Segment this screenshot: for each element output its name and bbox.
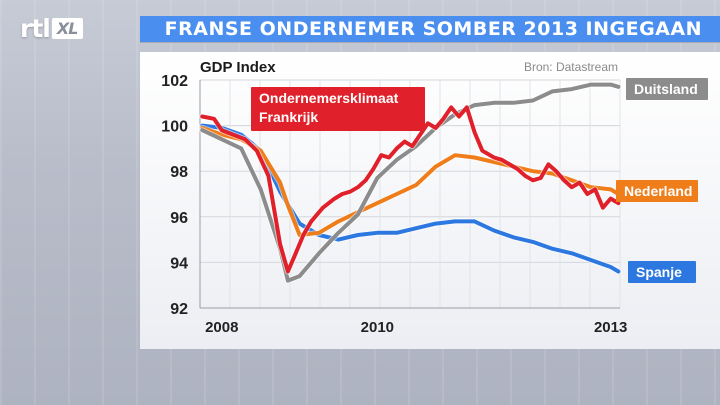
- series-labels: Duitsland Nederland Spanje Ondernemersklima…: [251, 78, 708, 283]
- series-label-nederland: Nederland: [616, 180, 698, 202]
- series-label-ondernemersklimaat-frankrijk: Ondernemersklimaat Frankrijk: [251, 87, 425, 131]
- y-tick-label: 102: [161, 73, 188, 90]
- series-label-box: [251, 87, 425, 131]
- logo-rtl-text: rtl: [20, 14, 51, 43]
- y-tick-label: 96: [170, 210, 188, 227]
- x-axis: 2008 2010 2013: [205, 319, 627, 336]
- y-tick-label: 100: [161, 119, 188, 136]
- title-bar: FRANSE ONDERNEMER SOMBER 2013 INGEGAAN: [140, 16, 720, 42]
- y-axis: 92 94 96 98 100 102: [161, 73, 188, 318]
- logo-xl-badge: XL: [51, 18, 84, 39]
- series-label-box: [616, 180, 698, 202]
- page-title: FRANSE ONDERNEMER SOMBER 2013 INGEGAAN: [164, 18, 702, 40]
- series-label-text: Spanje: [636, 264, 682, 280]
- series-label-text: Ondernemersklimaat: [259, 90, 399, 106]
- y-tick-label: 98: [170, 164, 188, 181]
- chart-title: GDP Index: [200, 59, 276, 76]
- y-tick-label: 92: [170, 301, 188, 318]
- series-label-text: Duitsland: [634, 81, 698, 97]
- x-tick-label: 2010: [361, 319, 394, 336]
- series-label-spanje: Spanje: [628, 261, 696, 283]
- y-tick-label: 94: [170, 255, 188, 272]
- series-label-text: Frankrijk: [259, 109, 318, 125]
- series-label-duitsland: Duitsland: [626, 78, 708, 100]
- x-tick-label: 2008: [205, 319, 238, 336]
- series-line-spanje: [200, 123, 621, 274]
- series-label-box: [626, 78, 708, 100]
- series-label-text: Nederland: [624, 183, 692, 199]
- series-layer: [199, 81, 622, 284]
- source-label: Bron: Datastream: [524, 60, 618, 74]
- series-label-box: [628, 261, 696, 283]
- x-tick-label: 2013: [594, 319, 627, 336]
- rtl-xl-logo: rtl XL: [20, 14, 84, 44]
